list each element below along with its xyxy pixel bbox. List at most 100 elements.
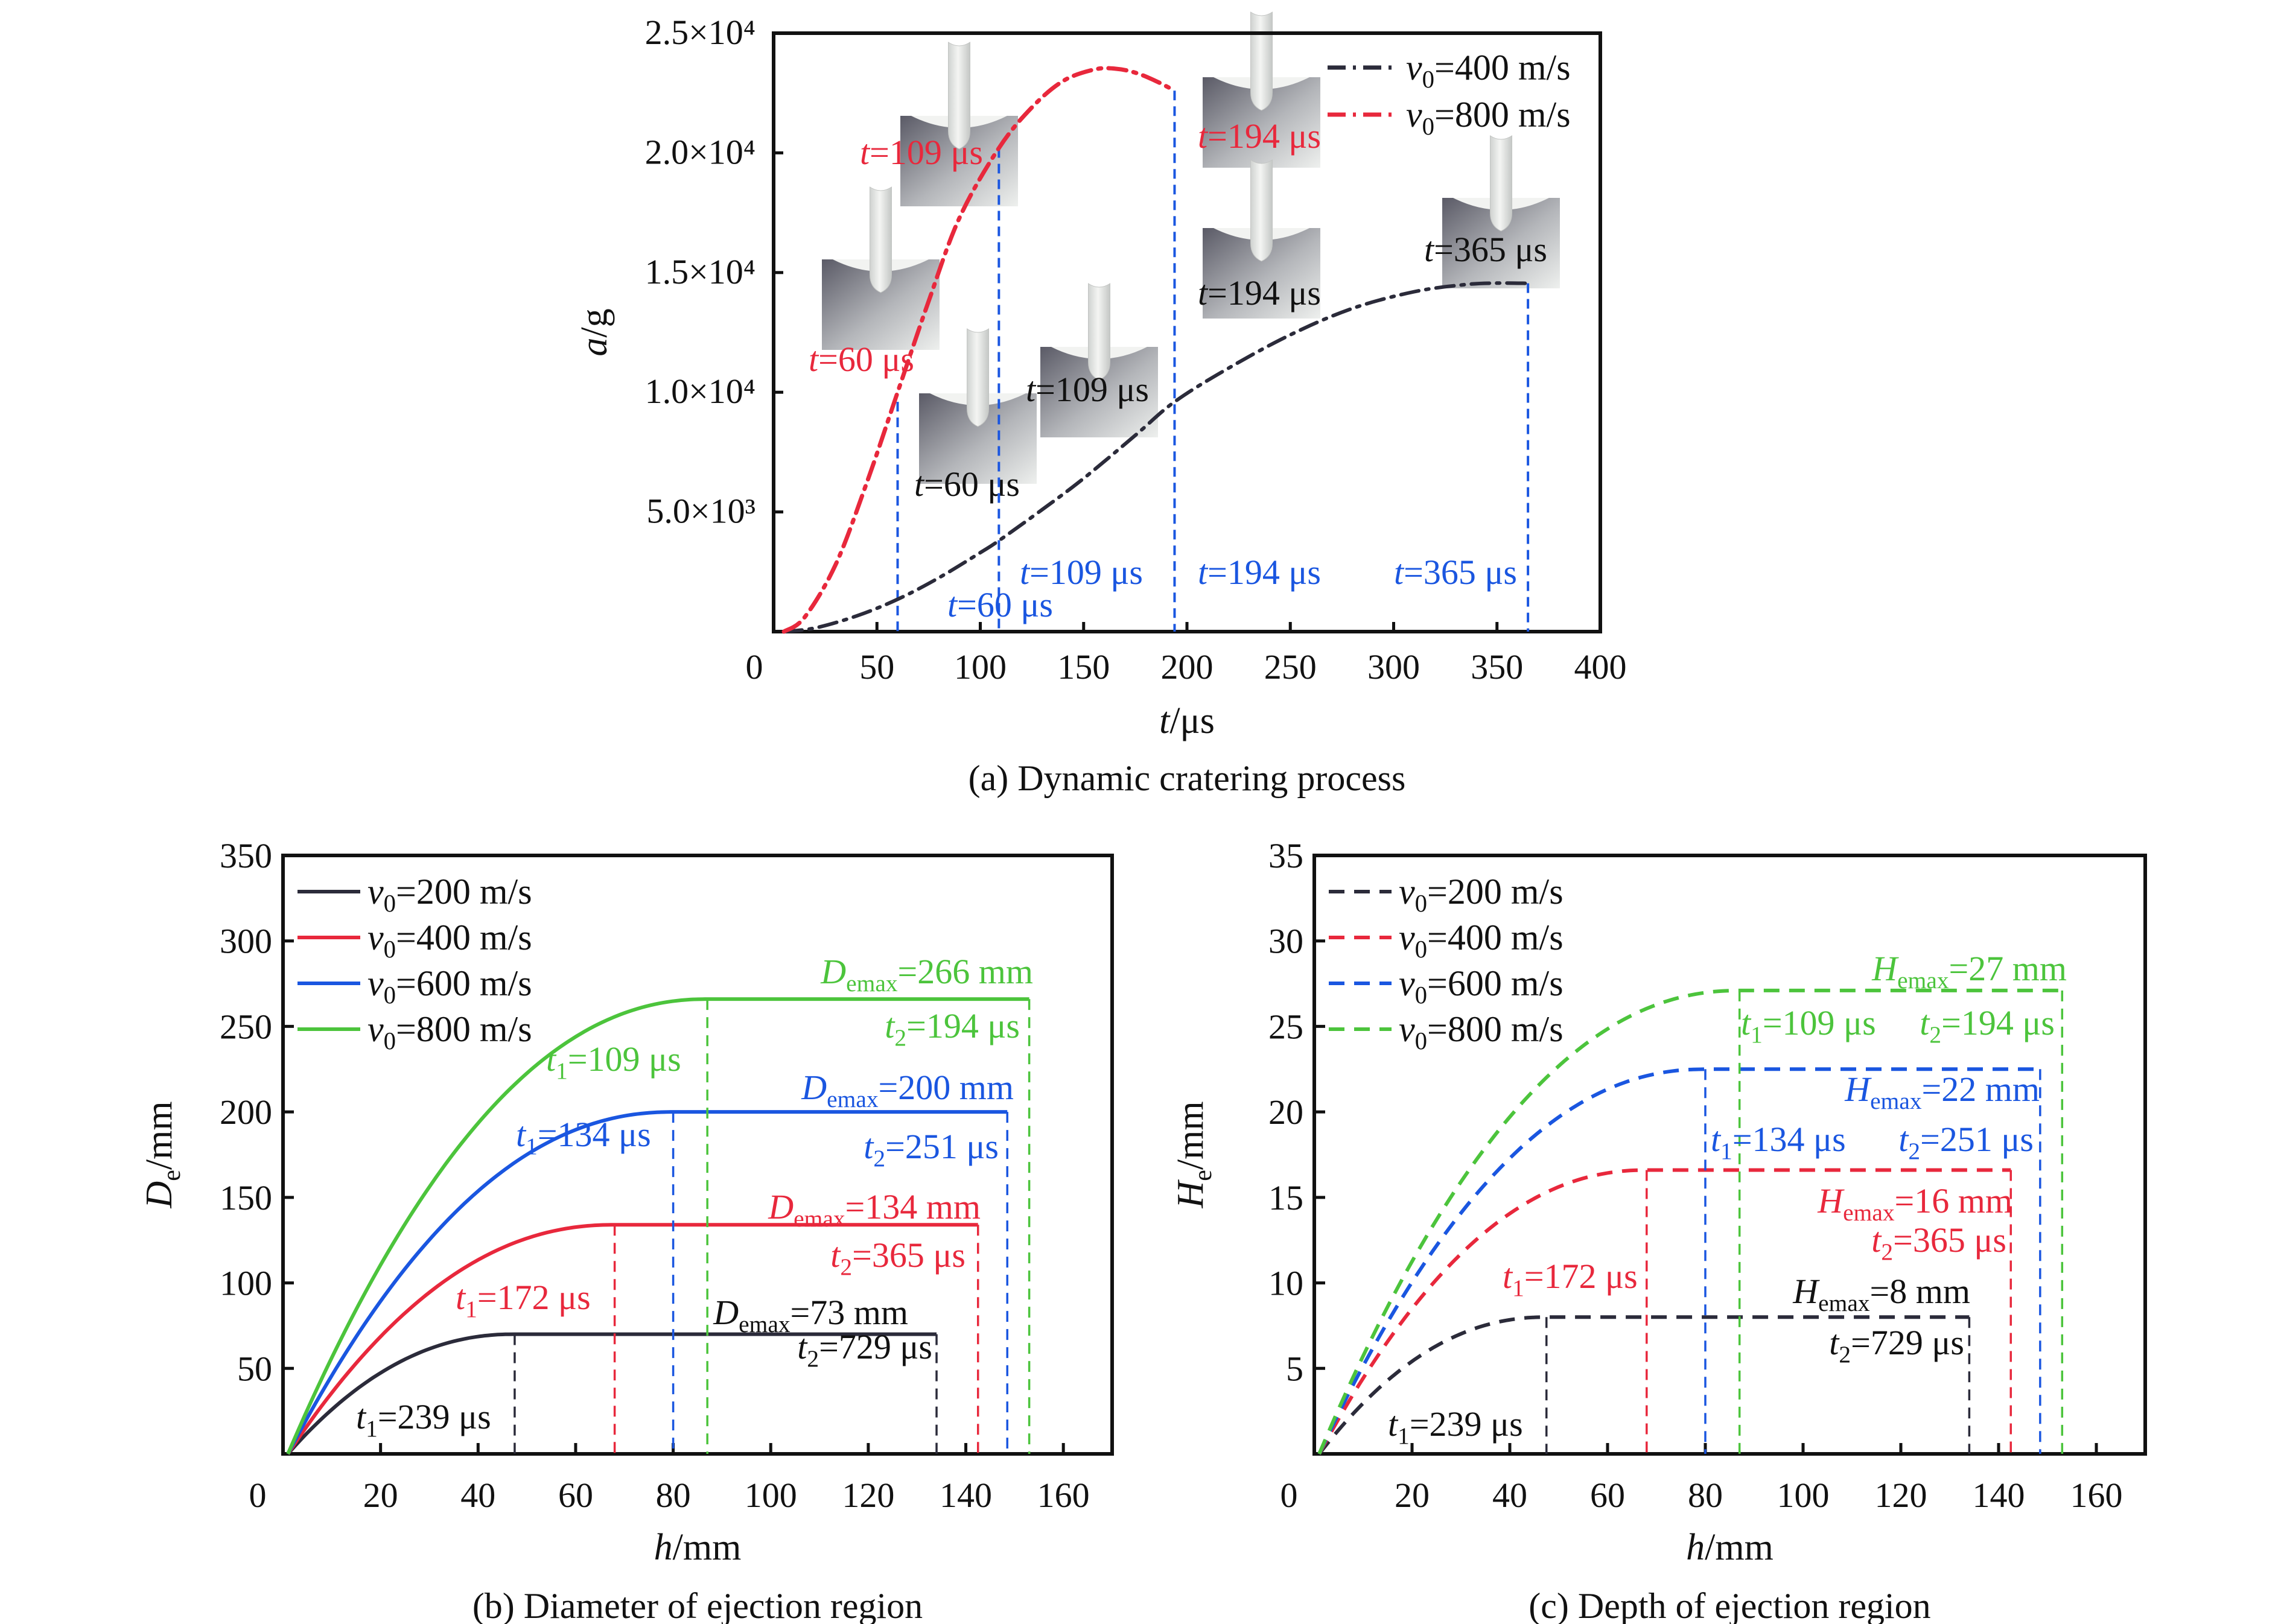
series-line-v0-400-m-s (286, 1223, 978, 1455)
crater-snapshot-image: t=60 μs (809, 186, 940, 379)
y-tick-label: 2.0×10⁴ (645, 132, 756, 171)
x-tick-label: 120 (1875, 1476, 1927, 1515)
y-axis-title: He/mm (1170, 1101, 1217, 1208)
chart-c-ejection-depth: 0 20 40 60 80 100 120 140 160 5 10 15 20 25 30 35 h/mm He… (1170, 836, 2147, 1624)
chart-b-ejection-diameter: 0 20 40 60 80 100 120 140 160 50 100 150 200 250 300 35… (139, 836, 1114, 1624)
y-tick-label: 5 (1286, 1349, 1303, 1388)
max-label-annotation: Demax=73 mm (713, 1293, 908, 1337)
x-axis-title: h/mm (1686, 1527, 1774, 1568)
y-tick-label: 15 (1268, 1178, 1303, 1217)
max-label-annotation: Hemax=22 mm (1844, 1070, 2040, 1114)
legend-label: v0=800 m/s (367, 1009, 532, 1055)
projectile-icon (1490, 135, 1512, 232)
y-tick-label: 10 (1268, 1264, 1303, 1303)
x-tick-label: 20 (363, 1476, 398, 1515)
series-line-v0-800-m-s (1317, 988, 2063, 1455)
t2-label-annotation: t2=251 μs (1898, 1120, 2034, 1164)
legend-label: v0=800 m/s (1406, 95, 1571, 140)
x-tick-label: 60 (1590, 1476, 1625, 1515)
t1-label-annotation: t1=172 μs (1503, 1257, 1638, 1301)
max-label-annotation: Demax=266 mm (820, 952, 1033, 997)
x-tick-label: 160 (2070, 1476, 2123, 1515)
snapshot-time-label: t=109 μs (860, 133, 983, 172)
time-marker-label: t=365 μs (1394, 553, 1517, 592)
projectile-icon (870, 186, 892, 293)
t1-label-annotation: t1=239 μs (1388, 1404, 1523, 1449)
crater-snapshot-image: t=194 μs (1198, 159, 1321, 319)
t2-label-annotation: t2=251 μs (864, 1127, 999, 1172)
x-tick-label: 0 (249, 1476, 267, 1515)
x-tick-label: 140 (940, 1476, 992, 1515)
y-tick-label: 150 (220, 1178, 272, 1217)
series-line-v0-400-m-s (782, 281, 1530, 633)
x-tick-label: 300 (1367, 647, 1420, 687)
series-line-v0-800-m-s (781, 66, 1177, 634)
t1-label-annotation: t1=134 μs (1711, 1120, 1846, 1164)
x-axis-title: t/μs (1159, 700, 1215, 741)
x-tick-label: 60 (558, 1476, 593, 1515)
x-tick-label: 140 (1973, 1476, 2025, 1515)
x-axis-title: h/mm (654, 1527, 742, 1568)
x-tick-label: 50 (859, 647, 894, 687)
t1-label-annotation: t1=109 μs (546, 1039, 681, 1084)
t2-label-annotation: t2=365 μs (1871, 1220, 2006, 1265)
y-tick-label: 35 (1268, 836, 1303, 875)
chart-caption: (a) Dynamic cratering process (969, 758, 1406, 798)
t2-label-annotation: t2=194 μs (1920, 1003, 2055, 1048)
y-tick-label: 100 (220, 1264, 272, 1303)
projectile-icon (1088, 283, 1110, 381)
x-tick-label: 80 (1688, 1476, 1723, 1515)
x-tick-label: 80 (656, 1476, 691, 1515)
t1-label-annotation: t1=109 μs (1741, 1003, 1876, 1048)
series-line-v0-400-m-s (1317, 1168, 2011, 1455)
chart-caption: (c) Depth of ejection region (1529, 1586, 1930, 1624)
y-tick-label: 1.5×10⁴ (645, 252, 756, 291)
projectile-icon (948, 42, 970, 150)
y-tick-label: 200 (220, 1093, 272, 1132)
max-label-annotation: Demax=134 mm (768, 1187, 981, 1232)
series-line-v0-200-m-s (286, 1332, 937, 1456)
time-marker-label: t=194 μs (1198, 553, 1321, 592)
y-tick-label: 30 (1268, 922, 1303, 961)
y-tick-label: 350 (220, 836, 272, 875)
x-tick-label: 100 (954, 647, 1007, 687)
y-tick-label: 25 (1268, 1007, 1303, 1046)
y-tick-label: 50 (237, 1349, 272, 1388)
t1-label-annotation: t1=239 μs (356, 1397, 491, 1442)
x-tick-label: 120 (842, 1476, 894, 1515)
legend-label: v0=400 m/s (1406, 48, 1571, 93)
y-axis-title: a/g (574, 308, 615, 356)
legend-label: v0=600 m/s (367, 963, 532, 1009)
series-line-v0-600-m-s (286, 1110, 1008, 1455)
series-line-v0-800-m-s (286, 997, 1029, 1455)
legend-label: v0=400 m/s (1399, 918, 1564, 963)
max-label-annotation: Hemax=27 mm (1871, 949, 2067, 994)
y-tick-label: 250 (220, 1007, 272, 1046)
x-tick-label: 100 (1777, 1476, 1830, 1515)
t1-label-annotation: t1=172 μs (456, 1278, 591, 1322)
y-tick-label: 2.5×10⁴ (645, 13, 756, 52)
max-label-annotation: Demax=200 mm (801, 1068, 1014, 1112)
plot-frame (1312, 854, 2147, 1456)
projectile-icon (967, 328, 989, 427)
t1-label-annotation: t1=134 μs (516, 1115, 651, 1159)
legend-label: v0=200 m/s (1399, 872, 1564, 917)
time-marker-label: t=60 μs (947, 585, 1053, 624)
legend: v0=200 m/sv0=400 m/sv0=600 m/sv0=800 m/s (1329, 872, 1564, 1055)
legend: v0=200 m/sv0=400 m/sv0=600 m/sv0=800 m/s (297, 872, 532, 1055)
x-tick-label: 400 (1574, 647, 1627, 687)
crater-snapshot-image: t=109 μs (1026, 283, 1158, 437)
max-label-annotation: Hemax=16 mm (1817, 1181, 2012, 1226)
x-tick-label: 160 (1037, 1476, 1090, 1515)
x-tick-label: 40 (460, 1476, 495, 1515)
snapshot-time-label: t=194 μs (1198, 116, 1321, 156)
series-line-v0-600-m-s (1317, 1067, 2040, 1455)
snapshot-time-label: t=60 μs (914, 465, 1020, 504)
crater-snapshot-image: t=365 μs (1424, 135, 1560, 288)
chart-a-dynamic-cratering: t=60 μst=109 μs t=194 μst=60 μst=109 μst=… (574, 11, 1627, 798)
y-tick-label: 20 (1268, 1093, 1303, 1132)
x-tick-label: 200 (1161, 647, 1214, 687)
t2-label-annotation: t2=194 μs (885, 1006, 1020, 1051)
plot-frame (281, 854, 1114, 1456)
x-tick-label: 0 (746, 647, 763, 687)
